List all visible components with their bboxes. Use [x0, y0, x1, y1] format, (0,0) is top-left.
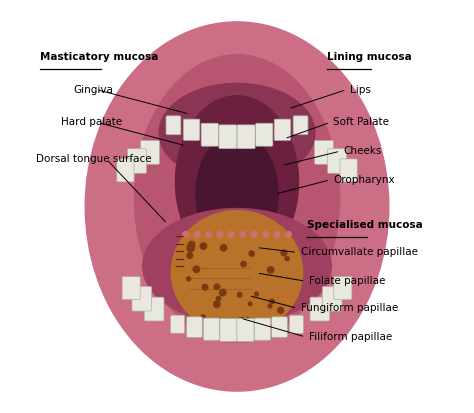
Circle shape — [194, 231, 200, 237]
FancyBboxPatch shape — [255, 123, 273, 146]
Circle shape — [248, 302, 252, 306]
Circle shape — [240, 231, 246, 237]
Text: Masticatory mucosa: Masticatory mucosa — [40, 52, 158, 62]
FancyBboxPatch shape — [293, 116, 308, 135]
Circle shape — [249, 251, 254, 256]
Circle shape — [238, 318, 245, 324]
Circle shape — [183, 231, 189, 237]
Ellipse shape — [172, 211, 302, 334]
FancyBboxPatch shape — [254, 318, 271, 340]
Circle shape — [217, 231, 223, 237]
FancyBboxPatch shape — [144, 297, 164, 321]
FancyBboxPatch shape — [237, 125, 255, 149]
Circle shape — [187, 277, 191, 281]
FancyBboxPatch shape — [315, 140, 333, 164]
Text: Dorsal tongue surface: Dorsal tongue surface — [36, 154, 152, 164]
FancyBboxPatch shape — [203, 318, 220, 340]
Ellipse shape — [85, 22, 389, 391]
Circle shape — [281, 250, 287, 256]
Circle shape — [214, 301, 220, 307]
FancyBboxPatch shape — [328, 149, 346, 173]
Circle shape — [268, 304, 272, 308]
FancyBboxPatch shape — [340, 159, 357, 182]
Circle shape — [241, 261, 246, 267]
Circle shape — [246, 318, 249, 322]
Circle shape — [238, 293, 241, 297]
Ellipse shape — [196, 133, 278, 256]
FancyBboxPatch shape — [223, 155, 251, 195]
Text: Cheeks: Cheeks — [344, 146, 382, 156]
Circle shape — [200, 243, 207, 249]
Ellipse shape — [143, 209, 331, 323]
FancyBboxPatch shape — [219, 125, 237, 149]
Text: Gingiva: Gingiva — [73, 85, 113, 95]
FancyBboxPatch shape — [128, 149, 146, 173]
Circle shape — [206, 231, 211, 237]
Ellipse shape — [175, 96, 299, 268]
Circle shape — [228, 231, 234, 237]
Circle shape — [246, 319, 251, 323]
Circle shape — [219, 320, 225, 327]
Circle shape — [285, 256, 289, 261]
FancyBboxPatch shape — [141, 140, 159, 164]
FancyBboxPatch shape — [274, 119, 291, 140]
FancyBboxPatch shape — [183, 119, 200, 140]
FancyBboxPatch shape — [220, 318, 237, 342]
Text: Lining mucosa: Lining mucosa — [327, 52, 412, 62]
FancyBboxPatch shape — [290, 315, 303, 333]
Circle shape — [270, 299, 274, 304]
Text: Specialised mucosa: Specialised mucosa — [307, 220, 422, 230]
Circle shape — [267, 267, 274, 273]
Circle shape — [188, 241, 195, 248]
Ellipse shape — [159, 83, 315, 182]
Circle shape — [216, 297, 220, 301]
Circle shape — [214, 284, 219, 290]
Circle shape — [193, 266, 200, 273]
Text: Oropharynx: Oropharynx — [333, 175, 395, 185]
FancyBboxPatch shape — [310, 297, 330, 321]
Ellipse shape — [135, 55, 339, 342]
FancyBboxPatch shape — [132, 287, 152, 311]
Text: Folate papillae: Folate papillae — [309, 276, 385, 286]
Text: Filiform papillae: Filiform papillae — [309, 332, 392, 342]
Circle shape — [201, 315, 205, 319]
Text: Circumvallate papillae: Circumvallate papillae — [301, 247, 418, 257]
FancyBboxPatch shape — [187, 317, 202, 337]
FancyBboxPatch shape — [334, 277, 352, 299]
Circle shape — [220, 245, 227, 251]
Circle shape — [263, 231, 268, 237]
Circle shape — [187, 253, 193, 259]
Circle shape — [187, 244, 194, 252]
Text: Hard palate: Hard palate — [61, 117, 122, 127]
Circle shape — [202, 285, 208, 290]
Circle shape — [274, 231, 280, 237]
Circle shape — [251, 231, 257, 237]
Text: Fungiform papillae: Fungiform papillae — [301, 303, 398, 313]
FancyBboxPatch shape — [201, 123, 219, 146]
FancyBboxPatch shape — [237, 318, 254, 342]
Circle shape — [219, 289, 226, 296]
FancyBboxPatch shape — [122, 277, 140, 299]
FancyBboxPatch shape — [272, 317, 287, 337]
FancyBboxPatch shape — [171, 315, 184, 333]
FancyBboxPatch shape — [322, 287, 342, 311]
FancyBboxPatch shape — [166, 116, 181, 135]
Circle shape — [255, 292, 258, 296]
Text: Soft Palate: Soft Palate — [333, 117, 390, 127]
FancyBboxPatch shape — [117, 159, 134, 182]
Circle shape — [237, 292, 242, 297]
Text: Lips: Lips — [350, 85, 371, 95]
Circle shape — [285, 231, 291, 237]
Circle shape — [278, 307, 283, 313]
